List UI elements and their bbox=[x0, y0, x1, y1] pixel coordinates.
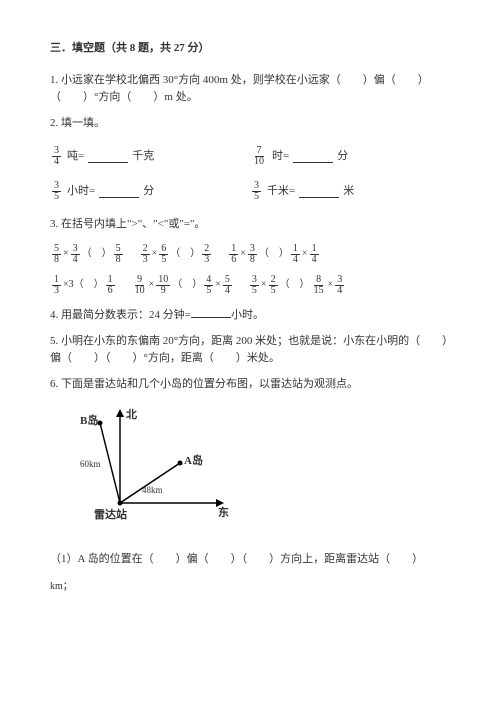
compare-row-1: 58×34（ ）5823×65（ ）2316×38（ ）14×14 bbox=[50, 244, 450, 265]
conv-d: 35 千米=米 bbox=[250, 181, 450, 202]
km-label: km； bbox=[50, 579, 450, 595]
north-label: 北 bbox=[126, 407, 137, 425]
conversion-row-2: 35 小时=分 35 千米=米 bbox=[50, 181, 450, 202]
conv-b: 710 时=分 bbox=[250, 146, 450, 167]
island-b-label: B岛 bbox=[80, 413, 98, 431]
question-5: 5. 小明在小东的东偏南 20°方向，距离 200 米处；也就是说：小东在小明的… bbox=[50, 333, 450, 368]
question-6: 6. 下面是雷达站和几个小岛的位置分布图，以雷达站为观测点。 bbox=[50, 376, 450, 394]
island-a-label: A岛 bbox=[184, 453, 203, 471]
question-2: 2. 填一填。 bbox=[50, 115, 450, 133]
compare-row-2: 13×3（ ）16910×109（ ）45×5435×25（ ）815×34 bbox=[50, 275, 450, 296]
question-1: 1. 小远家在学校北偏西 30°方向 400m 处，则学校在小远家（ ）偏（ ）… bbox=[50, 72, 450, 107]
question-3: 3. 在括号内填上">"、"<"或"="。 bbox=[50, 216, 450, 234]
question-4: 4. 用最简分数表示：24 分钟=小时。 bbox=[50, 306, 450, 325]
radar-diagram: 北 东 雷达站 A岛 B岛 48km 60km bbox=[80, 403, 240, 533]
conversion-row-1: 34 吨=千克 710 时=分 bbox=[50, 146, 450, 167]
section-title: 三．填空题（共 8 题，共 27 分） bbox=[50, 40, 450, 58]
question-6-1: （1）A 岛的位置在（ ）偏（ ）（ ）方向上，距离雷达站（ ） bbox=[50, 551, 450, 569]
conv-c: 35 小时=分 bbox=[50, 181, 250, 202]
conv-a: 34 吨=千克 bbox=[50, 146, 250, 167]
dist-a-label: 48km bbox=[142, 483, 163, 497]
station-label: 雷达站 bbox=[94, 507, 127, 525]
dist-b-label: 60km bbox=[80, 457, 101, 471]
east-label: 东 bbox=[218, 505, 229, 523]
